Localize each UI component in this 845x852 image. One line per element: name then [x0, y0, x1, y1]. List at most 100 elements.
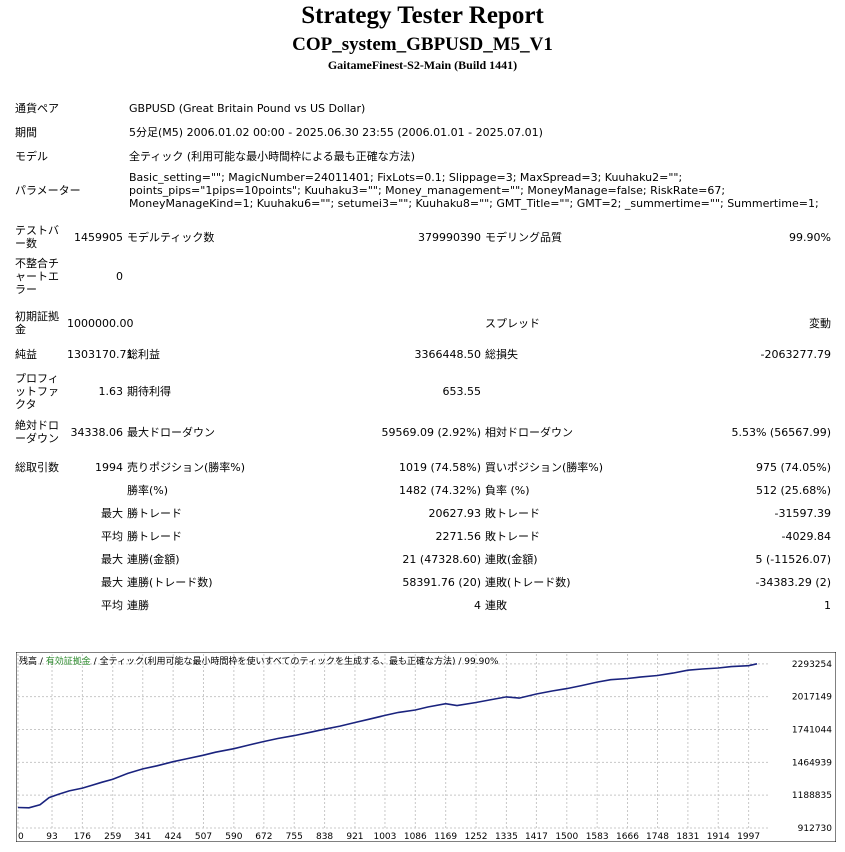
x-tick-label: 838 — [316, 832, 333, 842]
x-tick-label: 1914 — [707, 832, 730, 842]
profit-factor-label: プロフィットファクタ — [15, 371, 59, 411]
avg-cons-wins-value: 4 — [474, 599, 481, 612]
largest-win-value: 20627.93 — [428, 507, 482, 520]
max-cons-profit-label: 連勝(トレード数) — [127, 576, 213, 589]
chart-frame — [16, 652, 836, 842]
profit-factor-value: 1.63 — [98, 384, 124, 398]
server-build: GaitameFinest-S2-Main (Build 1441) — [327, 58, 518, 72]
expected-payoff-label: 期待利得 — [127, 384, 171, 398]
quality-label: モデリング品質 — [485, 230, 562, 244]
max-label: 最大 — [101, 576, 123, 589]
chart-y-ticks: 2293254 2017149 1741044 1464939 1188835 91273… — [792, 660, 832, 834]
x-tick-label: 1831 — [676, 832, 699, 842]
max-cons-wins-label: 連勝(金額) — [127, 553, 180, 566]
x-tick-label: 1583 — [586, 832, 609, 842]
chart-grid — [17, 654, 768, 829]
max-cons-profit-value: 58391.76 (20) — [402, 576, 481, 589]
win-rate-label: 勝率(%) — [127, 484, 169, 497]
largest-loss-value: -31597.39 — [774, 507, 831, 520]
max-drawdown-value: 59569.09 (2.92%) — [381, 425, 481, 439]
expected-payoff-value: 653.55 — [442, 384, 482, 398]
abs-drawdown-label: 絶対ドローダウン — [15, 419, 59, 445]
deposit-label: 初期証拠金 — [15, 310, 59, 336]
caption-equity: 有効証拠金 — [46, 655, 91, 667]
model-value: 全ティック (利用可能な最小時間枠による最も正確な方法) — [129, 149, 416, 163]
net-profit-value: 1303170.71 — [67, 347, 134, 361]
balance-line — [17, 663, 758, 809]
largest-loss-label: 敗トレード — [485, 507, 540, 520]
x-tick-label: 1500 — [555, 832, 578, 842]
max-drawdown-label: 最大ドローダウン — [127, 425, 215, 439]
avg-cons-losses-value: 1 — [824, 599, 831, 612]
x-tick-label: 1003 — [373, 832, 396, 842]
x-tick-label: 1086 — [404, 832, 427, 842]
mismatch-label: 不整合チャートエラー — [15, 256, 59, 296]
quality-value: 99.90% — [789, 230, 831, 244]
info-table: 通貨ペア GBPUSD (Great Britain Pound vs US D… — [13, 96, 833, 212]
caption-sep-1: / — [37, 657, 46, 667]
y-tick-label: 912730 — [798, 824, 833, 834]
x-tick-label: 93 — [46, 832, 57, 842]
x-tick-label: 1417 — [525, 832, 548, 842]
max-label: 最大 — [101, 507, 123, 520]
x-tick-label: 507 — [195, 832, 212, 842]
avg-cons-losses-label: 連敗 — [485, 599, 507, 612]
chart-caption: 残高 / 有効証拠金 / 全ティック(利用可能な最小時間枠を使いすべてのティック… — [19, 655, 499, 667]
x-tick-label: 1252 — [465, 832, 488, 842]
x-tick-label: 0 — [18, 832, 24, 842]
avg-loss-label: 敗トレード — [485, 530, 540, 543]
report-title: Strategy Tester Report — [301, 2, 544, 29]
avg-win-value: 2271.56 — [435, 530, 482, 543]
x-tick-label: 424 — [165, 832, 182, 842]
long-positions-value: 975 (74.05%) — [755, 461, 831, 474]
long-positions-label: 買いポジション(勝率%) — [485, 461, 604, 474]
caption-sep-2: / — [91, 657, 100, 667]
spread-label: スプレッド — [485, 316, 540, 330]
loss-rate-label: 負率 (%) — [485, 484, 530, 497]
avg-loss-value: -4029.84 — [781, 530, 831, 543]
balance-chart: 0 93 176 259 341 424 507 590 672 755 838 921 1003 108… — [16, 652, 836, 842]
gross-loss-label: 総損失 — [485, 347, 518, 361]
max-cons-losses-label: 連敗(金額) — [485, 553, 538, 566]
max-cons-wins-value: 21 (47328.60) — [402, 553, 481, 566]
y-tick-label: 1188835 — [792, 791, 832, 801]
rel-drawdown-label: 相対ドローダウン — [485, 425, 573, 439]
avg-cons-wins-label: 連勝 — [127, 599, 149, 612]
y-tick-label: 1464939 — [792, 758, 832, 768]
gross-profit-label: 総利益 — [127, 347, 160, 361]
x-tick-label: 341 — [134, 832, 151, 842]
abs-drawdown-value: 34338.06 — [70, 425, 124, 439]
max-cons-losses-value: 5 (-11526.07) — [755, 553, 831, 566]
stats-table: テストバー数 1459905 モデルティック数 379990390 モデリング品… — [13, 222, 833, 617]
deposit-value: 1000000.00 — [67, 316, 134, 330]
caption-quality: 99.90% — [464, 657, 499, 667]
ticks-label: モデルティック数 — [127, 230, 215, 244]
loss-rate-value: 512 (25.68%) — [755, 484, 831, 497]
x-tick-label: 1997 — [737, 832, 760, 842]
report-subtitle: COP_system_GBPUSD_M5_V1 — [292, 34, 553, 55]
x-tick-label: 921 — [346, 832, 363, 842]
avg-label: 平均 — [101, 599, 123, 612]
mismatch-value: 0 — [116, 269, 123, 283]
params-value: Basic_setting=""; MagicNumber=24011401; … — [129, 170, 819, 210]
pair-label: 通貨ペア — [15, 101, 59, 115]
x-tick-label: 1666 — [616, 832, 639, 842]
total-trades-label: 総取引数 — [15, 461, 59, 474]
max-cons-loss-label: 連敗(トレード数) — [485, 576, 571, 589]
net-profit-label: 純益 — [15, 347, 37, 361]
params-label: パラメーター — [15, 183, 81, 197]
caption-balance: 残高 — [19, 655, 37, 667]
x-tick-label: 1169 — [434, 832, 457, 842]
spread-value: 変動 — [809, 316, 831, 330]
short-positions-label: 売りポジション(勝率%) — [127, 461, 246, 474]
x-tick-label: 259 — [104, 832, 121, 842]
y-tick-label: 2293254 — [792, 660, 832, 670]
max-label: 最大 — [101, 553, 123, 566]
ticks-value: 379990390 — [418, 230, 481, 244]
x-tick-label: 1748 — [646, 832, 669, 842]
caption-sep-3: / — [456, 657, 465, 667]
chart-x-ticks: 0 93 176 259 341 424 507 590 672 755 838 921 1003 108… — [18, 832, 760, 842]
x-tick-label: 176 — [74, 832, 91, 842]
gross-loss-value: -2063277.79 — [760, 347, 831, 361]
bars-label: テストバー数 — [15, 224, 59, 250]
